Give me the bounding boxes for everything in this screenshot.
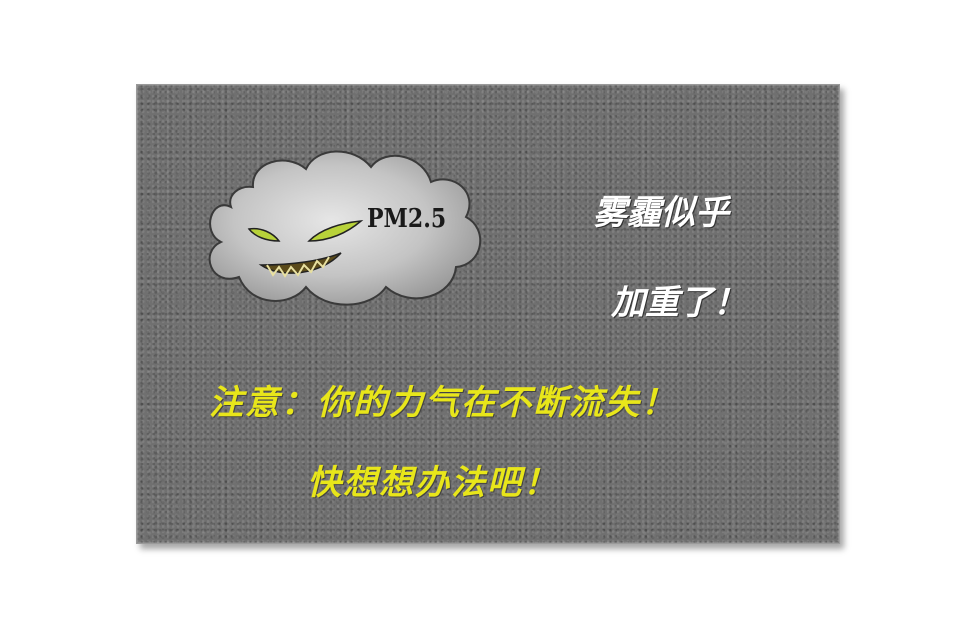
warning-line-2: 快想想办法吧！ [307,463,559,503]
pm25-label: PM2.5 [367,203,447,235]
headline-line-2: 加重了！ [611,283,747,323]
smog-warning-card: PM2.5 雾霾似乎 加重了！ 注意：你的力气在不断流失！ 快想想办法吧！ [136,84,840,544]
smog-cloud-monster-icon [208,150,482,306]
headline-line-1: 雾霾似乎 [593,193,729,233]
warning-line-1: 注意：你的力气在不断流失！ [209,383,677,423]
